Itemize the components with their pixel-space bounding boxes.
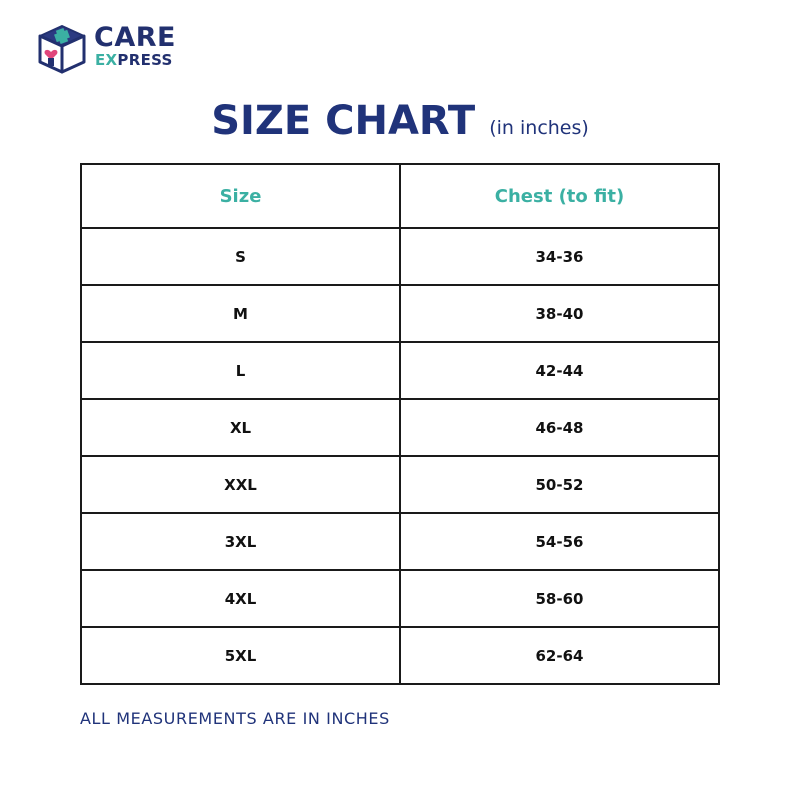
size-cell: S	[80, 227, 401, 286]
size-cell: M	[80, 284, 401, 343]
chest-cell: 46-48	[399, 398, 720, 457]
size-cell: L	[80, 341, 401, 400]
chest-cell: 34-36	[399, 227, 720, 286]
column-header-size: Size	[80, 163, 401, 229]
brand-name-bottom: EXPRESS	[95, 53, 173, 68]
chest-cell: 58-60	[399, 569, 720, 628]
chest-cell: 54-56	[399, 512, 720, 571]
table-row: XL 46-48	[80, 398, 720, 457]
size-cell: XL	[80, 398, 401, 457]
page-title: SIZE CHART	[211, 98, 476, 144]
table-row: M 38-40	[80, 284, 720, 343]
brand-logo: CARE EXPRESS	[34, 22, 194, 78]
chest-cell: 62-64	[399, 626, 720, 685]
table-row: S 34-36	[80, 227, 720, 286]
brand-name-top: CARE	[94, 22, 176, 53]
page-subtitle: (in inches)	[489, 117, 589, 139]
brand-name-rest: PRESS	[117, 51, 173, 69]
size-cell: 3XL	[80, 512, 401, 571]
size-cell: 4XL	[80, 569, 401, 628]
chest-cell: 50-52	[399, 455, 720, 514]
title-row: SIZE CHART (in inches)	[0, 98, 800, 144]
box-heart-icon	[38, 25, 86, 74]
table-row: 4XL 58-60	[80, 569, 720, 628]
chest-cell: 38-40	[399, 284, 720, 343]
size-cell: 5XL	[80, 626, 401, 685]
chest-cell: 42-44	[399, 341, 720, 400]
brand-name-accent: EX	[95, 51, 118, 69]
column-header-chest: Chest (to fit)	[399, 163, 720, 229]
table-row: 5XL 62-64	[80, 626, 720, 685]
table-header-row: Size Chest (to fit)	[80, 163, 720, 229]
table-row: L 42-44	[80, 341, 720, 400]
size-table: Size Chest (to fit) S 34-36 M 38-40 L 42…	[80, 163, 720, 685]
size-cell: XXL	[80, 455, 401, 514]
table-row: 3XL 54-56	[80, 512, 720, 571]
measurement-note: ALL MEASUREMENTS ARE IN INCHES	[80, 709, 390, 728]
table-row: XXL 50-52	[80, 455, 720, 514]
